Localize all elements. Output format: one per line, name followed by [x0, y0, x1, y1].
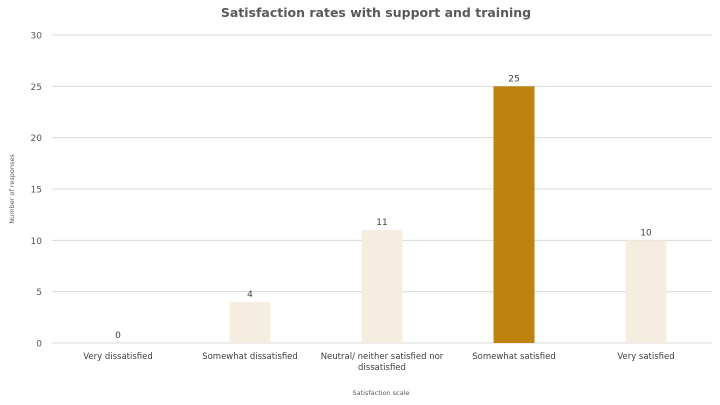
chart-title: Satisfaction rates with support and trai…	[221, 5, 531, 20]
y-tick-label: 25	[31, 83, 42, 93]
bar	[229, 301, 271, 343]
data-label: 0	[115, 331, 121, 341]
data-label: 4	[247, 290, 253, 300]
x-axis-title: Satisfaction scale	[353, 389, 410, 397]
x-tick-label: Somewhat dissatisfied	[202, 352, 298, 362]
data-label: 10	[640, 228, 652, 238]
y-axis-title: Number of responses	[8, 154, 16, 224]
x-tick-label: Very dissatisfied	[83, 352, 153, 362]
bars	[229, 86, 667, 343]
y-tick-label: 20	[31, 134, 43, 144]
x-axis-categories: Very dissatisfied Somewhat dissatisfied Ne…	[83, 352, 674, 373]
bar	[625, 240, 667, 343]
y-tick-label: 15	[31, 186, 42, 196]
x-tick-label: Neutral/ neither satisfied nor	[321, 352, 444, 362]
y-tick-label: 10	[31, 237, 43, 247]
x-tick-label: dissatisfied	[358, 363, 406, 373]
y-tick-label: 30	[31, 32, 43, 42]
y-axis-ticks: 0 5 10 15 20 25 30	[31, 32, 43, 350]
bar	[361, 230, 403, 343]
bar	[493, 86, 535, 343]
x-tick-label: Very satisfied	[617, 352, 674, 362]
data-label: 11	[376, 218, 387, 228]
data-label: 25	[508, 74, 519, 84]
x-tick-label: Somewhat satisfied	[472, 352, 555, 362]
y-tick-label: 5	[36, 288, 42, 298]
y-tick-label: 0	[36, 340, 42, 350]
data-labels: 0 4 11 25 10	[115, 74, 652, 341]
